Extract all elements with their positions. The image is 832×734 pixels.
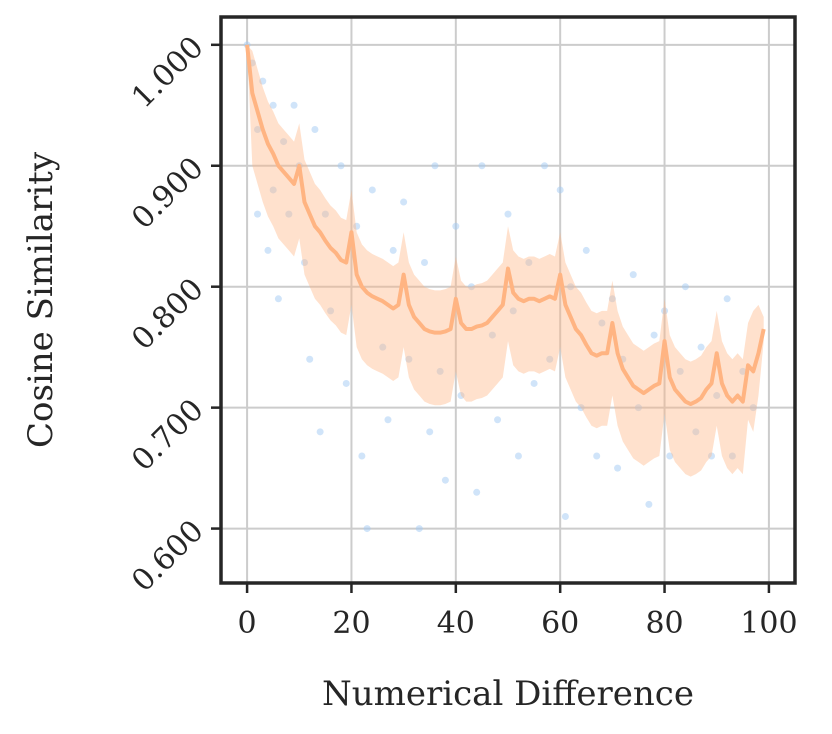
scatter-point bbox=[650, 331, 658, 339]
scatter-point bbox=[567, 283, 575, 291]
scatter-point bbox=[274, 295, 282, 303]
y-tick-label: 0.900 bbox=[125, 151, 210, 236]
y-tick-label: 0.600 bbox=[125, 513, 210, 598]
scatter-point bbox=[593, 452, 601, 460]
scatter-point bbox=[300, 259, 308, 267]
scatter-point bbox=[634, 404, 642, 412]
x-tick-label: 20 bbox=[332, 606, 370, 641]
plot-frame bbox=[219, 15, 797, 585]
x-tick-label: 40 bbox=[437, 606, 475, 641]
scatter-point bbox=[723, 295, 731, 303]
scatter-point bbox=[467, 283, 475, 291]
scatter-point bbox=[269, 101, 277, 109]
scatter-point bbox=[728, 452, 736, 460]
scatter-point bbox=[598, 319, 606, 327]
scatter-point bbox=[259, 77, 267, 85]
scatter-point bbox=[306, 355, 314, 363]
x-tick-label: 80 bbox=[645, 606, 683, 641]
scatter-point bbox=[676, 367, 684, 375]
scatter-point bbox=[368, 186, 376, 194]
scatter-point bbox=[441, 476, 449, 484]
scatter-point bbox=[311, 125, 319, 133]
scatter-point bbox=[342, 379, 350, 387]
scatter-point bbox=[614, 464, 622, 472]
scatter-point bbox=[478, 162, 486, 170]
y-axis-label: Cosine Similarity bbox=[21, 151, 61, 448]
y-tick-label: 0.800 bbox=[125, 272, 210, 357]
scatter-point bbox=[645, 500, 653, 508]
scatter-point bbox=[337, 162, 345, 170]
scatter-point bbox=[405, 355, 413, 363]
scatter-point bbox=[494, 416, 502, 424]
scatter-point bbox=[525, 259, 533, 267]
scatter-point bbox=[389, 246, 397, 254]
scatter-point bbox=[358, 452, 366, 460]
scatter-point bbox=[582, 246, 590, 254]
confidence-band bbox=[247, 44, 764, 477]
scatter-point bbox=[254, 125, 262, 133]
scatter-point bbox=[353, 222, 361, 230]
scatter-point bbox=[457, 392, 465, 400]
x-axis-label: Numerical Difference bbox=[322, 674, 694, 714]
scatter-point bbox=[514, 452, 522, 460]
scatter-point bbox=[530, 379, 538, 387]
scatter-point bbox=[608, 295, 616, 303]
y-tick-label: 0.700 bbox=[125, 393, 210, 478]
scatter-point bbox=[749, 404, 757, 412]
scatter-point bbox=[431, 162, 439, 170]
scatter-point bbox=[363, 525, 371, 533]
scatter-point bbox=[426, 428, 434, 436]
scatter-point bbox=[269, 186, 277, 194]
scatter-point bbox=[285, 210, 293, 218]
scatter-point bbox=[436, 367, 444, 375]
scatter-point bbox=[504, 210, 512, 218]
scatter-point bbox=[561, 512, 569, 520]
scatter-point bbox=[509, 307, 517, 315]
scatter-point bbox=[321, 210, 329, 218]
scatter-point bbox=[713, 392, 721, 400]
scatter-point bbox=[473, 488, 481, 496]
scatter-point bbox=[264, 246, 272, 254]
scatter-point bbox=[254, 210, 262, 218]
scatter-point bbox=[421, 259, 429, 267]
scatter-point bbox=[697, 343, 705, 351]
scatter-point bbox=[327, 307, 335, 315]
scatter-point bbox=[541, 162, 549, 170]
scatter-point bbox=[452, 222, 460, 230]
scatter-point bbox=[629, 271, 637, 279]
scatter-point bbox=[488, 331, 496, 339]
x-tick-label: 0 bbox=[238, 606, 257, 641]
x-tick-label: 60 bbox=[541, 606, 579, 641]
scatter-point bbox=[577, 404, 585, 412]
scatter-point bbox=[415, 525, 423, 533]
mean-line bbox=[245, 44, 766, 407]
scatter-point bbox=[708, 452, 716, 460]
scatter-point bbox=[681, 283, 689, 291]
scatter-point bbox=[400, 198, 408, 206]
scatter-point bbox=[739, 367, 747, 375]
scatter-point bbox=[280, 138, 288, 146]
scatter-point bbox=[316, 428, 324, 436]
scatter-point bbox=[379, 343, 387, 351]
scatter-point bbox=[290, 101, 298, 109]
scatter-point bbox=[666, 452, 674, 460]
scatter-point bbox=[661, 307, 669, 315]
scatter-point bbox=[546, 355, 554, 363]
scatter-point bbox=[556, 186, 564, 194]
scatter-point bbox=[384, 416, 392, 424]
x-tick-label: 100 bbox=[740, 606, 797, 641]
scatter-point bbox=[692, 428, 700, 436]
y-tick-label: 1.000 bbox=[125, 30, 210, 115]
